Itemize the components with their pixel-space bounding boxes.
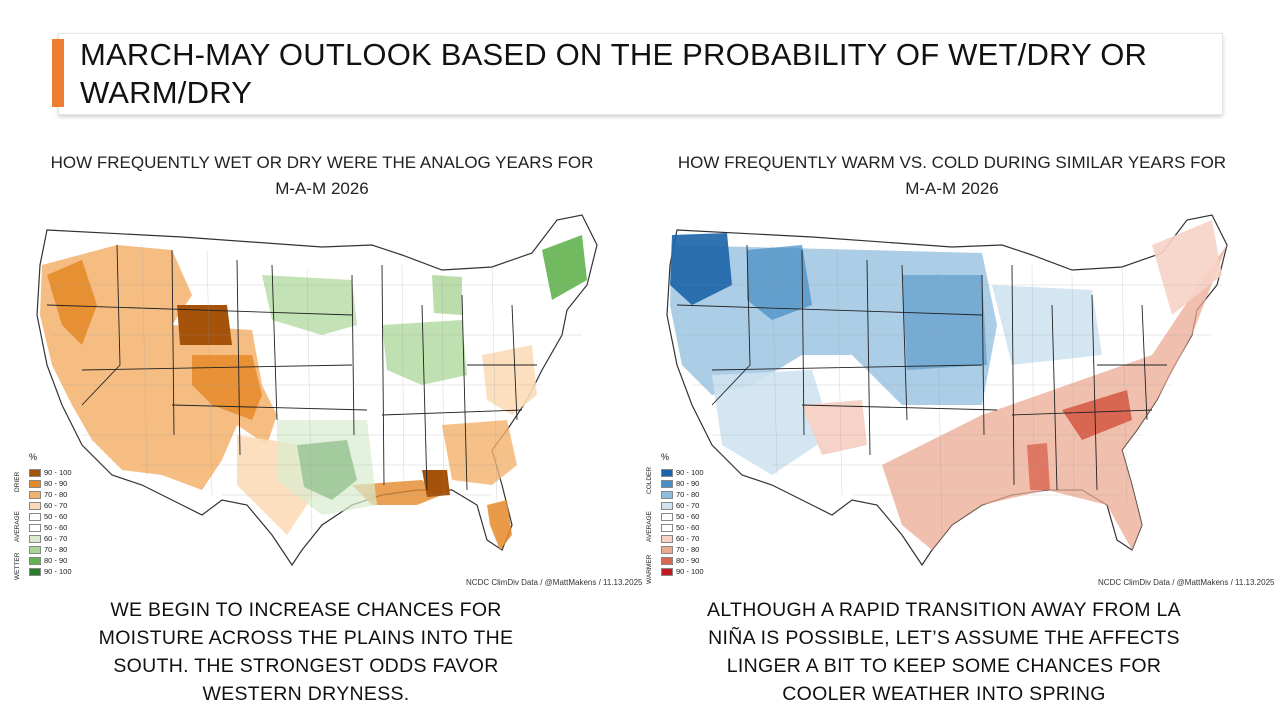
warm-southwest-patch [802,400,867,455]
legend-item: 60 - 70 [29,534,67,544]
legend-colder-label: COLDER [646,466,653,494]
right-subtitle-line1: HOW FREQUENTLY WARM VS. COLD DURING SIMI… [677,153,1227,172]
precip-probability-map [36,214,598,567]
legend-item: 70 - 80 [661,545,699,555]
legend-unit: % [661,452,670,462]
legend-item: 80 - 90 [661,556,699,566]
legend-swatch [29,557,41,566]
slide-title: MARCH-MAY OUTLOOK BASED ON THE PROBABILI… [80,37,1148,110]
dry-west-strong [47,260,97,345]
title-accent-bar [52,39,64,107]
legend-wetter-label: WETTER [14,552,21,580]
right-caption-line2: NIÑA IS POSSIBLE, LET’S ASSUME THE AFFEC… [708,627,1180,649]
county-lines [682,244,1222,536]
right-caption: ALTHOUGH A RAPID TRANSITION AWAY FROM LA… [664,596,1224,708]
dry-louisiana-core [422,470,450,497]
legend-item: 70 - 80 [661,490,699,500]
state-borders [676,244,1167,491]
legend-swatch [29,524,41,533]
left-caption-line4: WESTERN DRYNESS. [202,683,410,705]
left-caption-line3: SOUTH. THE STRONGEST ODDS FAVOR [113,655,499,677]
left-credit: NCDC ClimDiv Data / @MattMakens / 11.13.… [466,578,643,587]
legend-item: 50 - 60 [661,512,699,522]
legend-swatch [29,491,41,500]
legend-item: 90 - 100 [29,468,72,478]
warm-mississippi [1027,443,1050,490]
dry-west-region [40,245,277,490]
dry-southeast [442,420,517,485]
legend-swatch [661,524,673,533]
right-credit: NCDC ClimDiv Data / @MattMakens / 11.13.… [1098,578,1275,587]
legend-item: 80 - 90 [29,479,67,489]
legend-swatch [29,502,41,511]
cold-northwest-core [670,233,732,305]
warm-northeast [1152,220,1222,315]
legend-item: 50 - 60 [661,523,699,533]
wet-midwest [382,320,467,385]
cold-midwest-light [992,285,1102,365]
wet-plains [262,275,357,335]
right-subtitle: HOW FREQUENTLY WARM VS. COLD DURING SIMI… [652,150,1252,202]
legend-item: 70 - 80 [29,490,67,500]
legend-swatch [661,546,673,555]
legend-item: 90 - 100 [661,567,704,577]
legend-item: 90 - 100 [661,468,704,478]
legend-swatch [29,568,41,577]
warm-tennessee-core [1062,390,1132,440]
legend-item: 60 - 70 [661,534,699,544]
wet-northeast [542,235,587,300]
legend-swatch [29,535,41,544]
legend-swatch [29,546,41,555]
legend-item: 80 - 90 [29,556,67,566]
left-subtitle: HOW FREQUENTLY WET OR DRY WERE THE ANALO… [22,150,622,202]
legend-item: 50 - 60 [29,523,67,533]
legend-swatch [661,480,673,489]
right-subtitle-line2: M-A-M 2026 [905,179,999,198]
legend-item: 60 - 70 [661,501,699,511]
legend-item: 50 - 60 [29,512,67,522]
right-caption-line4: COOLER WEATHER INTO SPRING [782,683,1106,705]
legend-swatch [661,469,673,478]
left-caption-line1: WE BEGIN TO INCREASE CHANCES FOR [110,599,502,621]
legend-item: 90 - 100 [29,567,72,577]
legend-swatch [29,480,41,489]
legend-item: 60 - 70 [29,501,67,511]
wet-texas-halo [277,420,377,515]
legend-warmer-label: WARMER [646,554,653,584]
temperature-probability-map [666,214,1228,567]
left-subtitle-line1: HOW FREQUENTLY WET OR DRY WERE THE ANALO… [50,153,594,172]
cold-rockies [747,245,812,320]
legend-unit: % [29,452,38,462]
legend-swatch [29,513,41,522]
legend-average-label: AVERAGE [14,511,21,542]
cold-southwest-light [712,370,832,475]
legend-average-label: AVERAGE [646,511,653,542]
left-caption-line2: MOISTURE ACROSS THE PLAINS INTO THE [98,627,514,649]
left-subtitle-line2: M-A-M 2026 [275,179,369,198]
right-caption-line3: LINGER A BIT TO KEEP SOME CHANCES FOR [726,655,1162,677]
legend-swatch [661,557,673,566]
county-lines [52,244,592,536]
legend-swatch [661,513,673,522]
wet-michigan [432,275,462,315]
right-caption-line1: ALTHOUGH A RAPID TRANSITION AWAY FROM LA [707,599,1181,621]
legend-item: 70 - 80 [29,545,67,555]
legend-swatch [661,491,673,500]
legend-swatch [661,535,673,544]
left-caption: WE BEGIN TO INCREASE CHANCES FOR MOISTUR… [26,596,586,708]
legend-swatch [661,502,673,511]
title-box [58,33,1223,115]
cold-plains [902,275,987,370]
dry-midatlantic [482,345,537,415]
legend-swatch [661,568,673,577]
legend-drier-label: DRIER [14,471,21,492]
dry-florida [487,500,512,550]
legend-swatch [29,469,41,478]
legend-item: 80 - 90 [661,479,699,489]
